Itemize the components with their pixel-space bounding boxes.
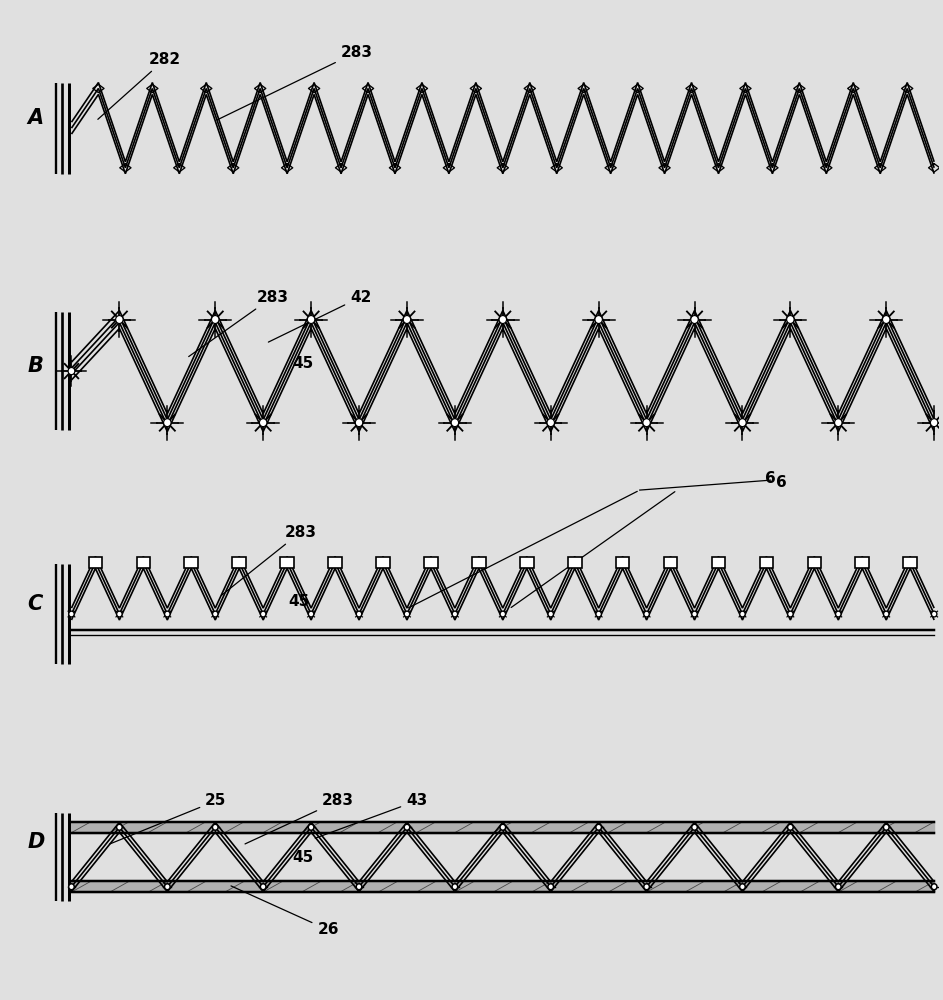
FancyBboxPatch shape <box>232 557 246 568</box>
Circle shape <box>499 316 506 323</box>
Text: D: D <box>27 832 45 852</box>
Circle shape <box>786 316 794 323</box>
Text: 283: 283 <box>245 793 354 844</box>
Circle shape <box>883 316 890 323</box>
Circle shape <box>117 824 123 830</box>
Circle shape <box>69 884 74 890</box>
Circle shape <box>932 611 937 617</box>
Text: A: A <box>27 108 43 128</box>
Circle shape <box>260 611 266 617</box>
Circle shape <box>405 611 409 617</box>
Text: 283: 283 <box>217 45 372 120</box>
Text: 43: 43 <box>315 793 427 838</box>
Text: 42: 42 <box>269 290 372 342</box>
Text: 283: 283 <box>222 525 317 595</box>
Circle shape <box>404 316 411 323</box>
Circle shape <box>884 611 889 617</box>
Circle shape <box>452 611 457 617</box>
FancyBboxPatch shape <box>137 557 150 568</box>
Circle shape <box>738 419 746 427</box>
Circle shape <box>691 316 698 323</box>
Circle shape <box>308 611 314 617</box>
Circle shape <box>307 316 315 323</box>
FancyBboxPatch shape <box>185 557 198 568</box>
Circle shape <box>212 611 218 617</box>
Circle shape <box>163 419 171 427</box>
FancyBboxPatch shape <box>807 557 821 568</box>
FancyBboxPatch shape <box>89 557 102 568</box>
FancyBboxPatch shape <box>903 557 917 568</box>
Circle shape <box>787 824 793 830</box>
Circle shape <box>739 884 745 890</box>
Circle shape <box>451 419 458 427</box>
Circle shape <box>452 884 457 890</box>
Text: B: B <box>27 356 43 376</box>
Circle shape <box>164 884 170 890</box>
Circle shape <box>931 419 938 427</box>
Circle shape <box>548 611 554 617</box>
Circle shape <box>211 316 219 323</box>
FancyBboxPatch shape <box>664 557 677 568</box>
Text: 45: 45 <box>288 594 309 609</box>
FancyBboxPatch shape <box>520 557 534 568</box>
FancyBboxPatch shape <box>568 557 582 568</box>
FancyBboxPatch shape <box>760 557 773 568</box>
Circle shape <box>117 611 122 617</box>
Circle shape <box>644 884 650 890</box>
Circle shape <box>165 611 170 617</box>
Text: 25: 25 <box>109 793 226 844</box>
Circle shape <box>787 611 793 617</box>
Text: 45: 45 <box>292 356 314 371</box>
Circle shape <box>308 824 314 830</box>
Circle shape <box>356 611 362 617</box>
Circle shape <box>835 884 841 890</box>
Text: 6: 6 <box>776 475 787 490</box>
FancyBboxPatch shape <box>424 557 438 568</box>
Text: 283: 283 <box>189 290 289 357</box>
Text: 45: 45 <box>292 849 314 864</box>
Circle shape <box>739 611 745 617</box>
Text: 26: 26 <box>231 886 339 937</box>
Circle shape <box>68 368 74 375</box>
Circle shape <box>356 884 362 890</box>
Circle shape <box>835 419 842 427</box>
Circle shape <box>596 611 602 617</box>
FancyBboxPatch shape <box>376 557 389 568</box>
Circle shape <box>405 824 410 830</box>
FancyBboxPatch shape <box>280 557 294 568</box>
FancyBboxPatch shape <box>472 557 486 568</box>
Text: 282: 282 <box>98 52 181 119</box>
Circle shape <box>596 824 602 830</box>
Circle shape <box>500 611 505 617</box>
Circle shape <box>932 884 937 890</box>
Circle shape <box>116 316 124 323</box>
FancyBboxPatch shape <box>712 557 725 568</box>
Text: 6: 6 <box>765 471 776 486</box>
Circle shape <box>692 824 697 830</box>
Circle shape <box>548 884 554 890</box>
Circle shape <box>260 884 266 890</box>
Text: C: C <box>27 594 43 614</box>
Circle shape <box>69 611 74 617</box>
Circle shape <box>643 419 651 427</box>
Circle shape <box>500 824 505 830</box>
Circle shape <box>212 824 218 830</box>
Circle shape <box>835 611 841 617</box>
Circle shape <box>644 611 650 617</box>
Circle shape <box>356 419 363 427</box>
Circle shape <box>259 419 267 427</box>
FancyBboxPatch shape <box>328 557 342 568</box>
Circle shape <box>595 316 603 323</box>
Circle shape <box>692 611 697 617</box>
Circle shape <box>547 419 554 427</box>
FancyBboxPatch shape <box>616 557 629 568</box>
FancyBboxPatch shape <box>855 557 869 568</box>
Circle shape <box>884 824 889 830</box>
